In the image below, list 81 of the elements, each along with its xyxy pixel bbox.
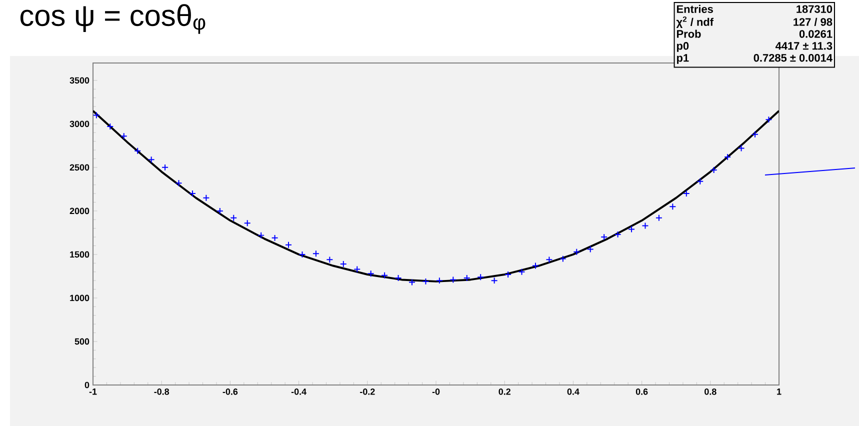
point [326,256,334,264]
point [559,255,566,262]
line-series [93,110,780,282]
x-tick-label: 1 [777,388,782,395]
point [92,112,100,119]
point [600,234,608,241]
point [586,246,594,253]
text: 0.0261 [799,30,832,38]
point [244,220,251,227]
point [340,260,347,268]
point [367,270,374,278]
point [436,277,443,284]
point [312,250,320,258]
point [202,194,210,202]
text: Prob [677,30,701,38]
point [381,272,388,279]
point [450,276,457,284]
point [655,214,662,222]
x-tick-label: 0.6 [636,388,648,395]
point [354,266,361,273]
y-tick-label: 3000 [70,120,90,128]
annotation: p1 [676,54,689,64]
x-tick-label: -0.2 [360,388,375,395]
point [271,234,278,242]
point [765,116,772,124]
point [106,123,114,130]
x-tick-label: 0.2 [498,388,510,395]
chart-title: cos ψ = cosθ$_{φ}$ [20,4,206,34]
text: 4417 ± 11.3 [775,42,832,50]
x-tick-label: -0.4 [291,388,306,395]
y-tick-label: 1500 [70,251,90,258]
point [258,232,265,239]
y-tick-label: 2000 [70,208,90,214]
point [710,166,718,174]
point [477,274,484,281]
point [188,190,196,198]
point [298,250,306,258]
point [175,180,182,187]
point [696,178,704,185]
text: 0.7285 ± 0.0014 [754,54,832,62]
point [682,190,690,198]
point [148,156,155,164]
text: 127 / 98 [794,18,832,26]
point [394,274,402,282]
point [490,277,498,284]
point [162,164,169,171]
y-tick-label: 500 [74,338,90,345]
point [422,278,430,285]
point [134,147,142,154]
point [614,230,622,238]
y-tick-label: 1000 [70,294,90,302]
point [738,144,745,152]
point [408,278,416,286]
point [573,248,580,256]
text: p0 [676,42,689,52]
x-tick-label: 0.4 [567,388,580,395]
x-tick-label: -0 [432,388,440,395]
point [230,214,238,222]
y-tick-label: 0 [84,382,90,388]
y-tick-label: 2500 [70,164,90,171]
point [724,154,732,160]
point [546,256,553,264]
x-tick-label: -0.6 [222,388,238,395]
point [285,241,292,248]
text: χ$^{2}$ / ndf [676,16,714,28]
y-tick-label: 3500 [70,77,90,84]
x-tick-label: -0.8 [154,388,170,395]
text: Entries [677,4,713,13]
x-tick-label: 0.8 [704,388,716,395]
point [642,222,649,230]
text: 187310 [796,5,832,13]
point [628,226,636,233]
point [463,274,470,282]
point [216,207,224,214]
point [669,203,676,210]
point [518,268,526,276]
point [752,130,758,138]
point [120,132,128,140]
x-tick-label: -1 [89,388,97,395]
point [532,262,539,270]
point [504,270,512,278]
